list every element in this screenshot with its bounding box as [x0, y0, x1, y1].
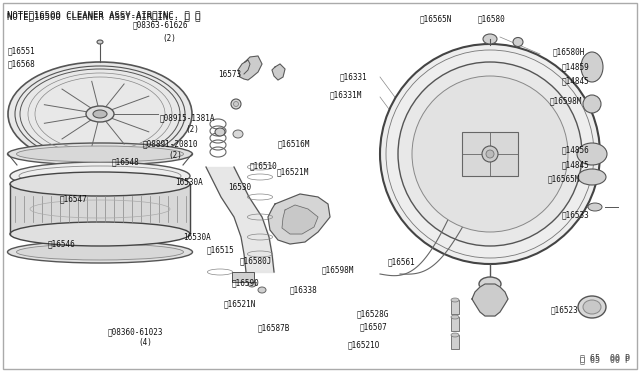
Ellipse shape — [248, 281, 256, 287]
Text: ※16528G: ※16528G — [357, 310, 389, 318]
Circle shape — [482, 146, 498, 162]
Ellipse shape — [583, 300, 601, 314]
Text: ※16580H: ※16580H — [553, 48, 586, 57]
Text: ※16533: ※16533 — [562, 211, 589, 219]
Ellipse shape — [479, 277, 501, 291]
Text: ※16551: ※16551 — [8, 46, 36, 55]
Text: ※16598M: ※16598M — [322, 266, 355, 275]
Text: ※16521O: ※16521O — [348, 340, 380, 350]
Text: ※14859: ※14859 — [562, 62, 589, 71]
Circle shape — [412, 76, 568, 232]
Text: Ⓞ08891-20810: Ⓞ08891-20810 — [143, 140, 198, 148]
Ellipse shape — [233, 130, 243, 138]
Ellipse shape — [97, 40, 103, 44]
Text: ※14845: ※14845 — [562, 160, 589, 170]
Ellipse shape — [8, 241, 193, 263]
Ellipse shape — [236, 274, 244, 280]
Ellipse shape — [451, 315, 459, 319]
Text: 16573: 16573 — [218, 70, 241, 78]
Circle shape — [398, 62, 582, 246]
Text: Ⓝ08360-61023: Ⓝ08360-61023 — [108, 327, 163, 337]
Ellipse shape — [577, 143, 607, 165]
Text: (2): (2) — [168, 151, 182, 160]
Text: ※16548: ※16548 — [112, 157, 140, 167]
Ellipse shape — [583, 95, 601, 113]
Text: ※16590: ※16590 — [232, 279, 260, 288]
Bar — [232, 272, 254, 282]
Ellipse shape — [451, 333, 459, 337]
Text: NOTEㅥ16500 CLEANER ASSY-AIR（INC. ※ ）: NOTEㅥ16500 CLEANER ASSY-AIR（INC. ※ ） — [7, 10, 200, 19]
Text: Ⓠ08915-1381A: Ⓠ08915-1381A — [160, 113, 216, 122]
Ellipse shape — [10, 172, 190, 196]
Text: ※14845: ※14845 — [562, 77, 589, 86]
Text: ※16587B: ※16587B — [258, 324, 291, 333]
Text: ※16515: ※16515 — [207, 246, 235, 254]
Text: ※16521M: ※16521M — [277, 167, 309, 176]
Text: Ⓝ08363-61626: Ⓝ08363-61626 — [133, 20, 189, 29]
Text: ※16598M: ※16598M — [550, 96, 582, 106]
Ellipse shape — [451, 298, 459, 302]
Ellipse shape — [8, 143, 193, 165]
Bar — [451, 317, 459, 331]
Text: ※16580: ※16580 — [478, 15, 506, 23]
Polygon shape — [282, 205, 318, 234]
Text: ※16523: ※16523 — [551, 305, 579, 314]
Ellipse shape — [8, 62, 192, 166]
Bar — [462, 132, 518, 176]
Ellipse shape — [483, 34, 497, 44]
Text: NOTEㅥ16500 CLEANER ASSY-AIR（INC. ※ ）: NOTEㅥ16500 CLEANER ASSY-AIR（INC. ※ ） — [7, 12, 200, 21]
Text: ※16331: ※16331 — [340, 73, 368, 81]
Polygon shape — [472, 284, 508, 316]
Text: ※16510: ※16510 — [250, 161, 278, 170]
Text: ※16561: ※16561 — [388, 257, 416, 266]
Circle shape — [380, 44, 600, 264]
Ellipse shape — [17, 244, 184, 260]
Text: ※16565M: ※16565M — [548, 174, 580, 183]
Ellipse shape — [588, 203, 602, 211]
Text: ※16521N: ※16521N — [224, 299, 257, 308]
Text: ‸ 65  00 P: ‸ 65 00 P — [580, 353, 630, 362]
Bar — [451, 300, 459, 314]
Ellipse shape — [231, 99, 241, 109]
Text: 16530: 16530 — [228, 183, 251, 192]
Text: 16530A: 16530A — [183, 232, 211, 241]
Text: ※16546: ※16546 — [48, 240, 76, 248]
Ellipse shape — [93, 110, 107, 118]
Text: (4): (4) — [138, 337, 152, 346]
Text: ※16338: ※16338 — [290, 285, 317, 295]
Ellipse shape — [578, 296, 606, 318]
Text: ※14856: ※14856 — [562, 145, 589, 154]
Ellipse shape — [581, 52, 603, 82]
Ellipse shape — [578, 169, 606, 185]
Text: 16530A: 16530A — [175, 177, 203, 186]
Text: ※16565N: ※16565N — [420, 15, 452, 23]
Text: (2): (2) — [162, 33, 176, 42]
Text: ※16568: ※16568 — [8, 60, 36, 68]
Ellipse shape — [10, 162, 190, 190]
Ellipse shape — [10, 222, 190, 246]
Text: ※16516M: ※16516M — [278, 140, 310, 148]
Text: (2): (2) — [185, 125, 199, 134]
Text: ※16547: ※16547 — [60, 195, 88, 203]
Bar — [451, 335, 459, 349]
Polygon shape — [238, 56, 262, 80]
Text: ※16331M: ※16331M — [330, 90, 362, 99]
Ellipse shape — [234, 102, 239, 106]
Ellipse shape — [86, 106, 114, 122]
Text: ※16580J: ※16580J — [240, 257, 273, 266]
Polygon shape — [272, 64, 285, 80]
Ellipse shape — [215, 128, 225, 136]
Ellipse shape — [258, 287, 266, 293]
Text: ※16507: ※16507 — [360, 323, 388, 331]
Circle shape — [486, 150, 494, 158]
Text: ‸ 65  00 P: ‸ 65 00 P — [580, 355, 630, 364]
Ellipse shape — [513, 38, 523, 46]
Polygon shape — [268, 194, 330, 244]
Ellipse shape — [17, 146, 184, 162]
